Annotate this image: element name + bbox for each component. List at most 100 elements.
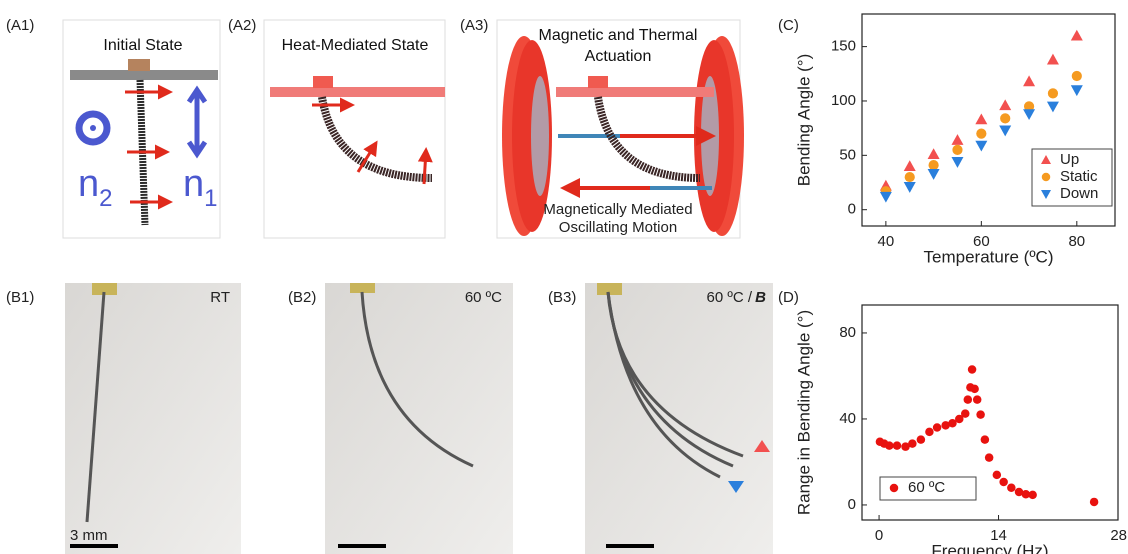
figure: (A1) (A2) (A3) (C) (B1) (B2) (B3) (D) In…: [0, 0, 1128, 554]
data-point: [951, 157, 963, 168]
data-point: [933, 423, 942, 432]
clamp: [350, 283, 375, 293]
data-point: [1023, 109, 1035, 120]
panel-title: Actuation: [585, 48, 652, 65]
data-point: [964, 395, 973, 404]
panel-caption: Magnetically Mediated: [543, 201, 692, 218]
data-point: [999, 99, 1011, 110]
data-point: [999, 478, 1008, 487]
y-tick-label: 100: [831, 92, 856, 109]
x-tick-label: 80: [1068, 233, 1085, 250]
data-point: [917, 435, 926, 444]
legend-label: Static: [1060, 168, 1098, 185]
legend-marker: [1042, 173, 1051, 182]
data-point: [993, 471, 1002, 480]
data-point: [951, 134, 963, 145]
x-axis-label: Frequency (Hz): [931, 541, 1048, 554]
data-point: [1071, 85, 1083, 96]
data-point: [1072, 71, 1082, 81]
data-point: [1028, 491, 1037, 500]
legend-label: Down: [1060, 185, 1098, 202]
panel-label: (C): [778, 17, 799, 34]
panel-title: Magnetic and Thermal: [539, 27, 698, 44]
panel-title: Initial State: [103, 37, 182, 54]
legend-marker: [890, 484, 899, 493]
panel-b3: 60 ºC / B: [585, 283, 773, 554]
index-sub: 1: [204, 185, 217, 212]
clamp: [128, 59, 150, 71]
data-point: [928, 148, 940, 159]
y-axis-label: Bending Angle (°): [794, 54, 813, 187]
data-point: [908, 439, 917, 448]
data-point: [952, 145, 962, 155]
index-sub: 2: [99, 185, 112, 212]
data-point: [1048, 88, 1058, 98]
data-point: [975, 141, 987, 152]
data-point: [929, 160, 939, 170]
data-point: [880, 192, 892, 203]
data-point: [928, 169, 940, 180]
substrate: [270, 87, 445, 97]
x-tick-label: 0: [875, 527, 883, 544]
x-tick-label: 40: [878, 233, 895, 250]
y-tick-label: 150: [831, 38, 856, 55]
photo-label: 60 ºC /: [707, 289, 753, 306]
panel-label: (A3): [460, 17, 488, 34]
index-base: n: [183, 163, 204, 205]
data-point: [904, 182, 916, 193]
data-point: [1007, 484, 1016, 493]
data-point: [904, 160, 916, 171]
legend-label: Up: [1060, 151, 1079, 168]
clamp: [588, 76, 608, 88]
y-tick-label: 0: [848, 201, 856, 218]
data-point: [985, 453, 994, 462]
photo-label: RT: [210, 289, 230, 306]
panel-label: (B2): [288, 289, 316, 306]
data-point: [976, 128, 986, 138]
data-point: [893, 441, 902, 450]
photo-label: B: [755, 289, 766, 306]
y-tick-label: 0: [848, 496, 856, 513]
data-point: [976, 410, 985, 419]
data-point: [1047, 102, 1059, 113]
x-axis-label: Temperature (ºC): [924, 247, 1054, 266]
panel-label: (D): [778, 289, 799, 306]
data-point: [905, 172, 915, 182]
photo-label: 60 ºC: [465, 289, 502, 306]
data-point: [961, 409, 970, 418]
ring-icon: [90, 125, 96, 131]
data-point: [970, 385, 979, 394]
index-base: n: [78, 163, 99, 205]
data-point: [981, 435, 990, 444]
panel-a2: Heat-Mediated State: [264, 20, 445, 238]
panel-label: (B1): [6, 289, 34, 306]
data-point: [1047, 54, 1059, 65]
legend-label: 60 ºC: [908, 479, 945, 496]
data-point: [975, 113, 987, 124]
panel-label: (A1): [6, 17, 34, 34]
data-point: [973, 395, 982, 404]
scale-label: 3 mm: [70, 527, 108, 544]
data-point: [999, 126, 1011, 137]
y-tick-label: 50: [839, 146, 856, 163]
y-tick-label: 80: [839, 324, 856, 341]
photo: [325, 283, 513, 554]
panel-b2: 60 ºC: [325, 283, 513, 554]
panel-b1: RT 3 mm: [65, 283, 241, 554]
y-axis-label: Range in Bending Angle (°): [794, 310, 813, 515]
data-point: [968, 365, 977, 374]
panel-a1: Initial State n2 n1: [63, 20, 220, 238]
data-point: [1023, 75, 1035, 86]
data-point: [1000, 113, 1010, 123]
y-tick-label: 40: [839, 410, 856, 427]
photo: [65, 283, 241, 554]
x-tick-label: 28: [1110, 527, 1127, 544]
clamp: [313, 76, 333, 88]
data-point: [885, 441, 894, 450]
data-point: [1090, 498, 1099, 507]
panel-title: Heat-Mediated State: [282, 37, 429, 54]
panel-a3: Magnetic and Thermal Actuation Magnetica…: [497, 20, 744, 238]
data-point: [1071, 30, 1083, 41]
data-point: [925, 428, 934, 437]
panel-label: (B3): [548, 289, 576, 306]
